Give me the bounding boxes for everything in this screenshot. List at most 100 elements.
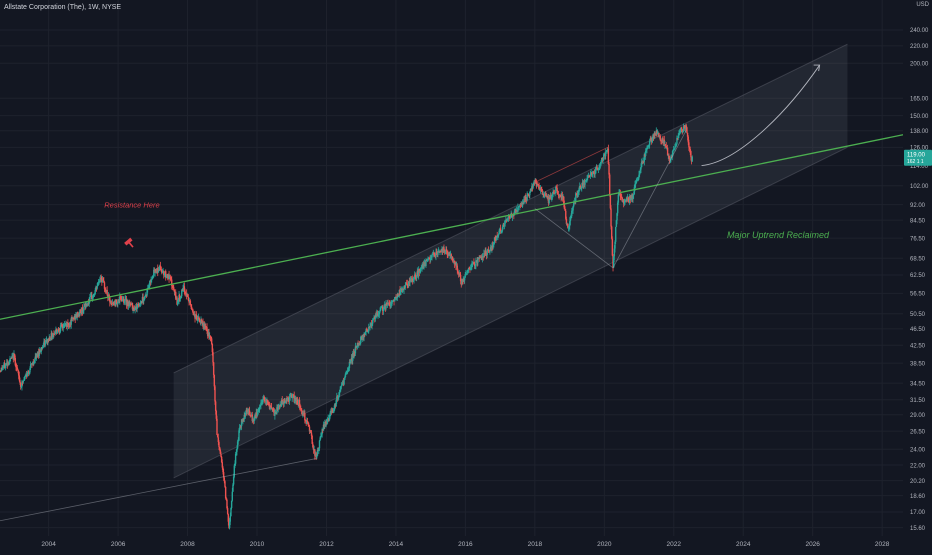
candle-body <box>642 161 645 163</box>
candle-body <box>325 422 327 426</box>
candle-body <box>359 342 361 345</box>
candle-body <box>205 326 208 328</box>
candle-body <box>356 347 358 348</box>
candle-body <box>390 304 392 306</box>
candle-body <box>680 127 683 130</box>
drawings[interactable] <box>0 64 904 522</box>
candle-body <box>15 365 17 368</box>
candle-body <box>332 411 335 413</box>
candle-body <box>690 151 692 158</box>
candle-body <box>501 230 503 232</box>
candle-body <box>414 274 417 278</box>
candle-body <box>151 279 153 281</box>
candle-body <box>169 276 171 280</box>
candle-body <box>457 270 459 273</box>
candle-body <box>541 190 544 195</box>
candle-body <box>230 508 232 517</box>
candle-body <box>4 364 7 368</box>
candle-body <box>312 447 315 451</box>
price-tick-label: 56.50 <box>910 292 926 298</box>
candle-body <box>551 196 553 200</box>
candle-body <box>565 218 568 224</box>
candle-body <box>612 256 615 268</box>
candle-body <box>175 291 177 299</box>
candle-body <box>212 362 215 375</box>
candle-body <box>110 300 112 304</box>
candle-body <box>338 395 340 397</box>
candle-body <box>503 223 506 227</box>
candle-body <box>277 405 279 410</box>
channel-drawing[interactable] <box>173 43 848 479</box>
candle-body <box>536 183 538 187</box>
symbol-title[interactable]: Allstate Corporation (The), 1W, NYSE <box>4 4 122 11</box>
candle-body <box>601 157 604 160</box>
candle-body <box>226 499 228 509</box>
candle-body <box>290 394 293 398</box>
long-support-line <box>0 458 317 522</box>
candle-body <box>521 203 524 207</box>
candle-body <box>341 384 343 386</box>
candle-body <box>220 456 223 463</box>
candle-body <box>396 298 398 299</box>
candle-body <box>19 382 22 387</box>
candle-body <box>407 281 410 286</box>
candle-body <box>11 355 13 359</box>
candle-body <box>372 318 375 320</box>
candle-body <box>668 157 671 161</box>
candle-body <box>413 278 415 281</box>
candle-body <box>237 440 239 442</box>
candle-body <box>22 380 24 383</box>
candle-body <box>165 277 168 279</box>
candle-body <box>97 282 99 286</box>
candle-body <box>477 258 479 263</box>
candle-body <box>13 354 16 358</box>
candle-body <box>572 206 574 211</box>
time-axis[interactable]: 2004 2006 2008 2010 2012 2014 2016 2018 2020 2022… <box>0 536 932 550</box>
candle-body <box>358 344 361 346</box>
candle-body <box>626 198 628 201</box>
candle-body <box>673 148 675 150</box>
candle-body <box>314 449 316 456</box>
candle-body <box>289 395 291 397</box>
candle-body <box>473 262 475 264</box>
candle-body <box>495 235 498 240</box>
candle-body <box>659 135 661 141</box>
candle-body <box>235 451 237 454</box>
candle-body <box>49 337 51 341</box>
candle-body <box>102 279 104 281</box>
candle-body <box>467 270 469 272</box>
candle-body <box>173 289 176 293</box>
candle-body <box>606 150 608 152</box>
candle-body <box>609 194 612 209</box>
candle-body <box>295 397 297 401</box>
price-tick-label: 18.60 <box>910 494 926 500</box>
candle-body <box>418 269 421 273</box>
candle-body <box>553 192 555 194</box>
candle-body <box>268 404 270 406</box>
annotations: Resistance Here Major Uptrend Reclaimed <box>104 201 830 248</box>
price-tick-label: 34.50 <box>910 381 926 387</box>
candle-body <box>216 418 218 435</box>
candle-body <box>119 296 121 301</box>
candle-body <box>624 200 626 203</box>
candle-body <box>198 317 200 320</box>
candle-body <box>63 326 65 328</box>
candle-body <box>187 296 190 301</box>
candle-body <box>291 396 293 398</box>
price-axis[interactable]: 240.00 220.00 200.00 165.00 150.00 138.00 126.… <box>903 0 932 550</box>
candle-body <box>320 436 322 438</box>
candle-body <box>607 148 610 165</box>
candle-body <box>243 415 245 420</box>
candle-body <box>23 376 26 380</box>
candle-body <box>99 279 101 282</box>
candle-body <box>464 274 466 278</box>
time-tick-label: 2012 <box>319 541 334 548</box>
candle-body <box>143 297 146 301</box>
candle-body <box>87 302 89 307</box>
candle-body <box>112 302 114 304</box>
candle-body <box>320 434 323 437</box>
candle-body <box>357 343 359 346</box>
time-tick-label: 2028 <box>875 541 890 548</box>
